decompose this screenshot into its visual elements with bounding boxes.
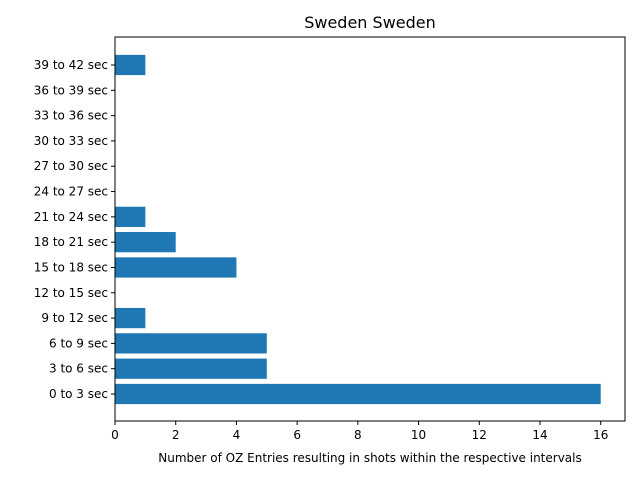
x-tick-label: 6 [293,428,301,442]
x-tick-label: 16 [593,428,608,442]
x-tick-label: 2 [172,428,180,442]
y-tick-label: 6 to 9 sec [49,336,108,350]
bar [115,232,176,253]
y-tick-label: 36 to 39 sec [34,83,108,97]
x-axis-label: Number of OZ Entries resulting in shots … [158,451,582,465]
plot-frame [114,36,626,422]
y-tick-label: 39 to 42 sec [34,58,108,72]
y-tick-label: 12 to 15 sec [34,286,108,300]
y-tick-label: 3 to 6 sec [49,362,108,376]
x-tick-label: 0 [111,428,119,442]
y-tick-label: 33 to 36 sec [34,109,108,123]
y-tick-label: 30 to 33 sec [34,134,108,148]
y-tick-label: 9 to 12 sec [41,311,108,325]
x-tick-label: 4 [233,428,241,442]
bar [115,358,267,379]
y-tick-label: 18 to 21 sec [34,235,108,249]
y-tick-label: 27 to 30 sec [34,159,108,173]
bars-group [115,54,601,405]
y-tick-label: 24 to 27 sec [34,185,108,199]
x-tick-label: 10 [411,428,426,442]
x-tick-label: 12 [472,428,487,442]
x-tick-label: 14 [532,428,547,442]
x-axis-ticks: 0 2 4 6 8 10 12 14 16 [111,421,608,442]
chart-title: Sweden Sweden [304,13,436,32]
bar [115,54,146,76]
y-tick-label: 21 to 24 sec [34,210,108,224]
bar [115,333,267,354]
y-tick-label: 0 to 3 sec [49,387,108,401]
bar [115,257,237,278]
bar [115,383,601,405]
y-axis-ticks: 0 to 3 sec 3 to 6 sec 6 to 9 sec 9 to 12 se… [34,58,115,401]
bar [115,307,146,329]
x-tick-label: 8 [354,428,362,442]
y-tick-label: 15 to 18 sec [34,260,108,274]
bar [115,206,146,227]
